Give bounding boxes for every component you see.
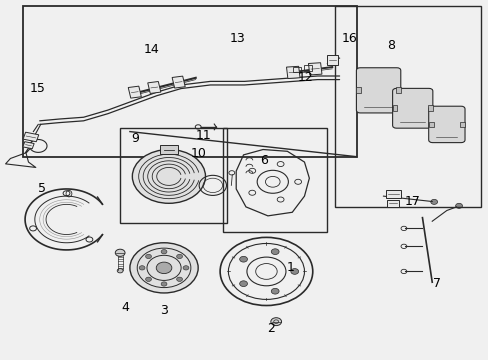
Text: 8: 8 (386, 39, 394, 52)
Circle shape (145, 277, 151, 282)
Circle shape (183, 266, 188, 270)
Text: 1: 1 (286, 261, 294, 274)
Bar (160, 145, 177, 154)
Bar (222, 128, 327, 232)
Text: 2: 2 (267, 322, 275, 335)
FancyBboxPatch shape (147, 81, 161, 94)
Bar (293, 67, 301, 72)
Text: 7: 7 (432, 278, 440, 291)
Bar (22, 6, 356, 157)
Bar (334, 6, 480, 207)
Circle shape (156, 262, 171, 274)
FancyBboxPatch shape (308, 63, 321, 75)
Text: 3: 3 (160, 305, 168, 318)
Circle shape (132, 149, 205, 203)
Circle shape (271, 249, 279, 255)
Bar (392, 105, 397, 111)
Circle shape (130, 243, 198, 293)
Text: 5: 5 (38, 183, 46, 195)
Circle shape (139, 266, 145, 270)
Text: 9: 9 (131, 132, 139, 145)
Circle shape (176, 254, 182, 258)
Circle shape (239, 281, 247, 287)
Circle shape (239, 256, 247, 262)
Circle shape (270, 318, 281, 325)
FancyBboxPatch shape (286, 66, 300, 78)
Text: 11: 11 (195, 129, 210, 142)
FancyBboxPatch shape (172, 76, 185, 88)
Text: 4: 4 (121, 301, 129, 314)
Text: 10: 10 (190, 147, 206, 159)
Circle shape (115, 249, 125, 256)
FancyBboxPatch shape (385, 190, 400, 198)
Circle shape (455, 203, 462, 208)
Circle shape (176, 277, 182, 282)
Bar (427, 105, 432, 111)
Bar (356, 87, 361, 93)
Bar (459, 122, 464, 127)
FancyBboxPatch shape (386, 200, 399, 207)
Text: 12: 12 (297, 71, 313, 84)
Text: 15: 15 (29, 82, 45, 95)
FancyBboxPatch shape (428, 106, 464, 143)
Circle shape (161, 249, 166, 254)
Circle shape (271, 288, 279, 294)
FancyBboxPatch shape (392, 88, 432, 128)
Text: 14: 14 (143, 42, 160, 55)
Circle shape (430, 199, 437, 204)
FancyBboxPatch shape (356, 68, 400, 113)
Circle shape (145, 254, 151, 258)
Text: 13: 13 (229, 32, 244, 45)
FancyBboxPatch shape (23, 142, 34, 149)
Bar (395, 87, 400, 93)
Bar (428, 122, 433, 127)
Circle shape (161, 282, 166, 286)
Bar (120, 128, 227, 223)
Text: 17: 17 (404, 195, 420, 208)
Circle shape (290, 269, 298, 274)
Bar (304, 65, 311, 71)
FancyBboxPatch shape (23, 132, 39, 142)
FancyBboxPatch shape (326, 55, 337, 65)
Text: 6: 6 (260, 154, 267, 167)
FancyBboxPatch shape (128, 86, 141, 98)
Circle shape (117, 269, 123, 273)
Text: 16: 16 (341, 32, 356, 45)
